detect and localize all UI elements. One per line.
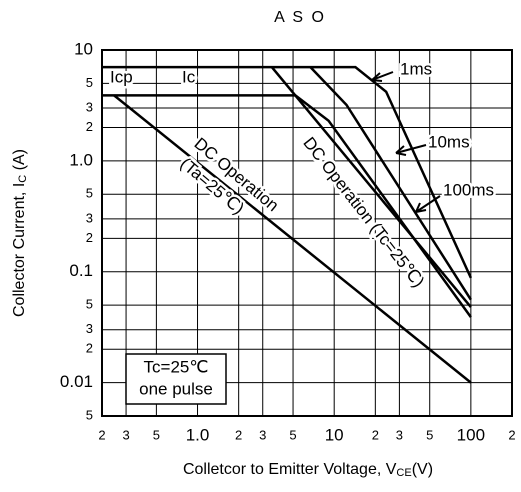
y-tick-label: 2 bbox=[86, 119, 93, 134]
x-tick-label: 3 bbox=[396, 427, 403, 442]
x-tick-label: 5 bbox=[289, 427, 296, 442]
y-tick-label: 3 bbox=[86, 99, 93, 114]
arrow bbox=[371, 71, 394, 82]
x-tick-label: 2 bbox=[372, 427, 379, 442]
x-tick-label: 5 bbox=[426, 427, 433, 442]
annotation: 100ms bbox=[443, 180, 494, 199]
arrow bbox=[395, 144, 427, 156]
series-line bbox=[102, 94, 472, 318]
chart-title: A S O bbox=[274, 9, 326, 26]
series-line bbox=[113, 94, 472, 384]
annotation: DC Operation (Tc=25℃) bbox=[299, 134, 428, 291]
x-tick-label: 2 bbox=[235, 427, 242, 442]
plot-area bbox=[101, 49, 513, 417]
y-tick-label: 5 bbox=[86, 186, 93, 201]
note-box bbox=[125, 353, 227, 405]
annotation: Ic bbox=[182, 67, 196, 86]
series-line bbox=[102, 65, 472, 279]
x-tick-label: 3 bbox=[259, 427, 266, 442]
plot-frame bbox=[101, 49, 513, 417]
y-tick-label: 1.0 bbox=[69, 150, 93, 169]
y-tick-label: 5 bbox=[86, 75, 93, 90]
arrow bbox=[415, 195, 441, 213]
x-tick-label: 2 bbox=[508, 427, 515, 442]
y-tick-label: 5 bbox=[86, 407, 93, 422]
y-tick-label: 0.1 bbox=[69, 261, 93, 280]
x-tick-label: 100 bbox=[457, 425, 485, 444]
y-tick-label: 5 bbox=[86, 297, 93, 312]
annotation: 10ms bbox=[428, 132, 470, 151]
y-tick-label: 2 bbox=[86, 341, 93, 356]
y-tick-label: 2 bbox=[86, 230, 93, 245]
x-tick-label: 1.0 bbox=[186, 425, 210, 444]
annotation: Icp bbox=[110, 67, 133, 86]
y-tick-label: 3 bbox=[86, 321, 93, 336]
x-tick-label: 10 bbox=[325, 425, 344, 444]
annotation: one pulse bbox=[139, 379, 213, 398]
y-tick-label: 3 bbox=[86, 210, 93, 225]
y-axis-label: Collector Current, IC (A) bbox=[11, 149, 29, 317]
x-tick-label: 5 bbox=[153, 427, 160, 442]
x-tick-label: 2 bbox=[98, 427, 105, 442]
y-tick-label: 10 bbox=[74, 39, 93, 58]
series-line bbox=[309, 66, 472, 301]
x-tick-label: 3 bbox=[122, 427, 129, 442]
annotation: 1ms bbox=[400, 59, 432, 78]
series-line bbox=[270, 66, 472, 308]
y-tick-label: 0.01 bbox=[60, 372, 93, 391]
annotation: Tc=25℃ bbox=[144, 357, 209, 376]
x-axis-label: Colletcor to Emitter Voltage, VCE(V) bbox=[183, 461, 433, 479]
